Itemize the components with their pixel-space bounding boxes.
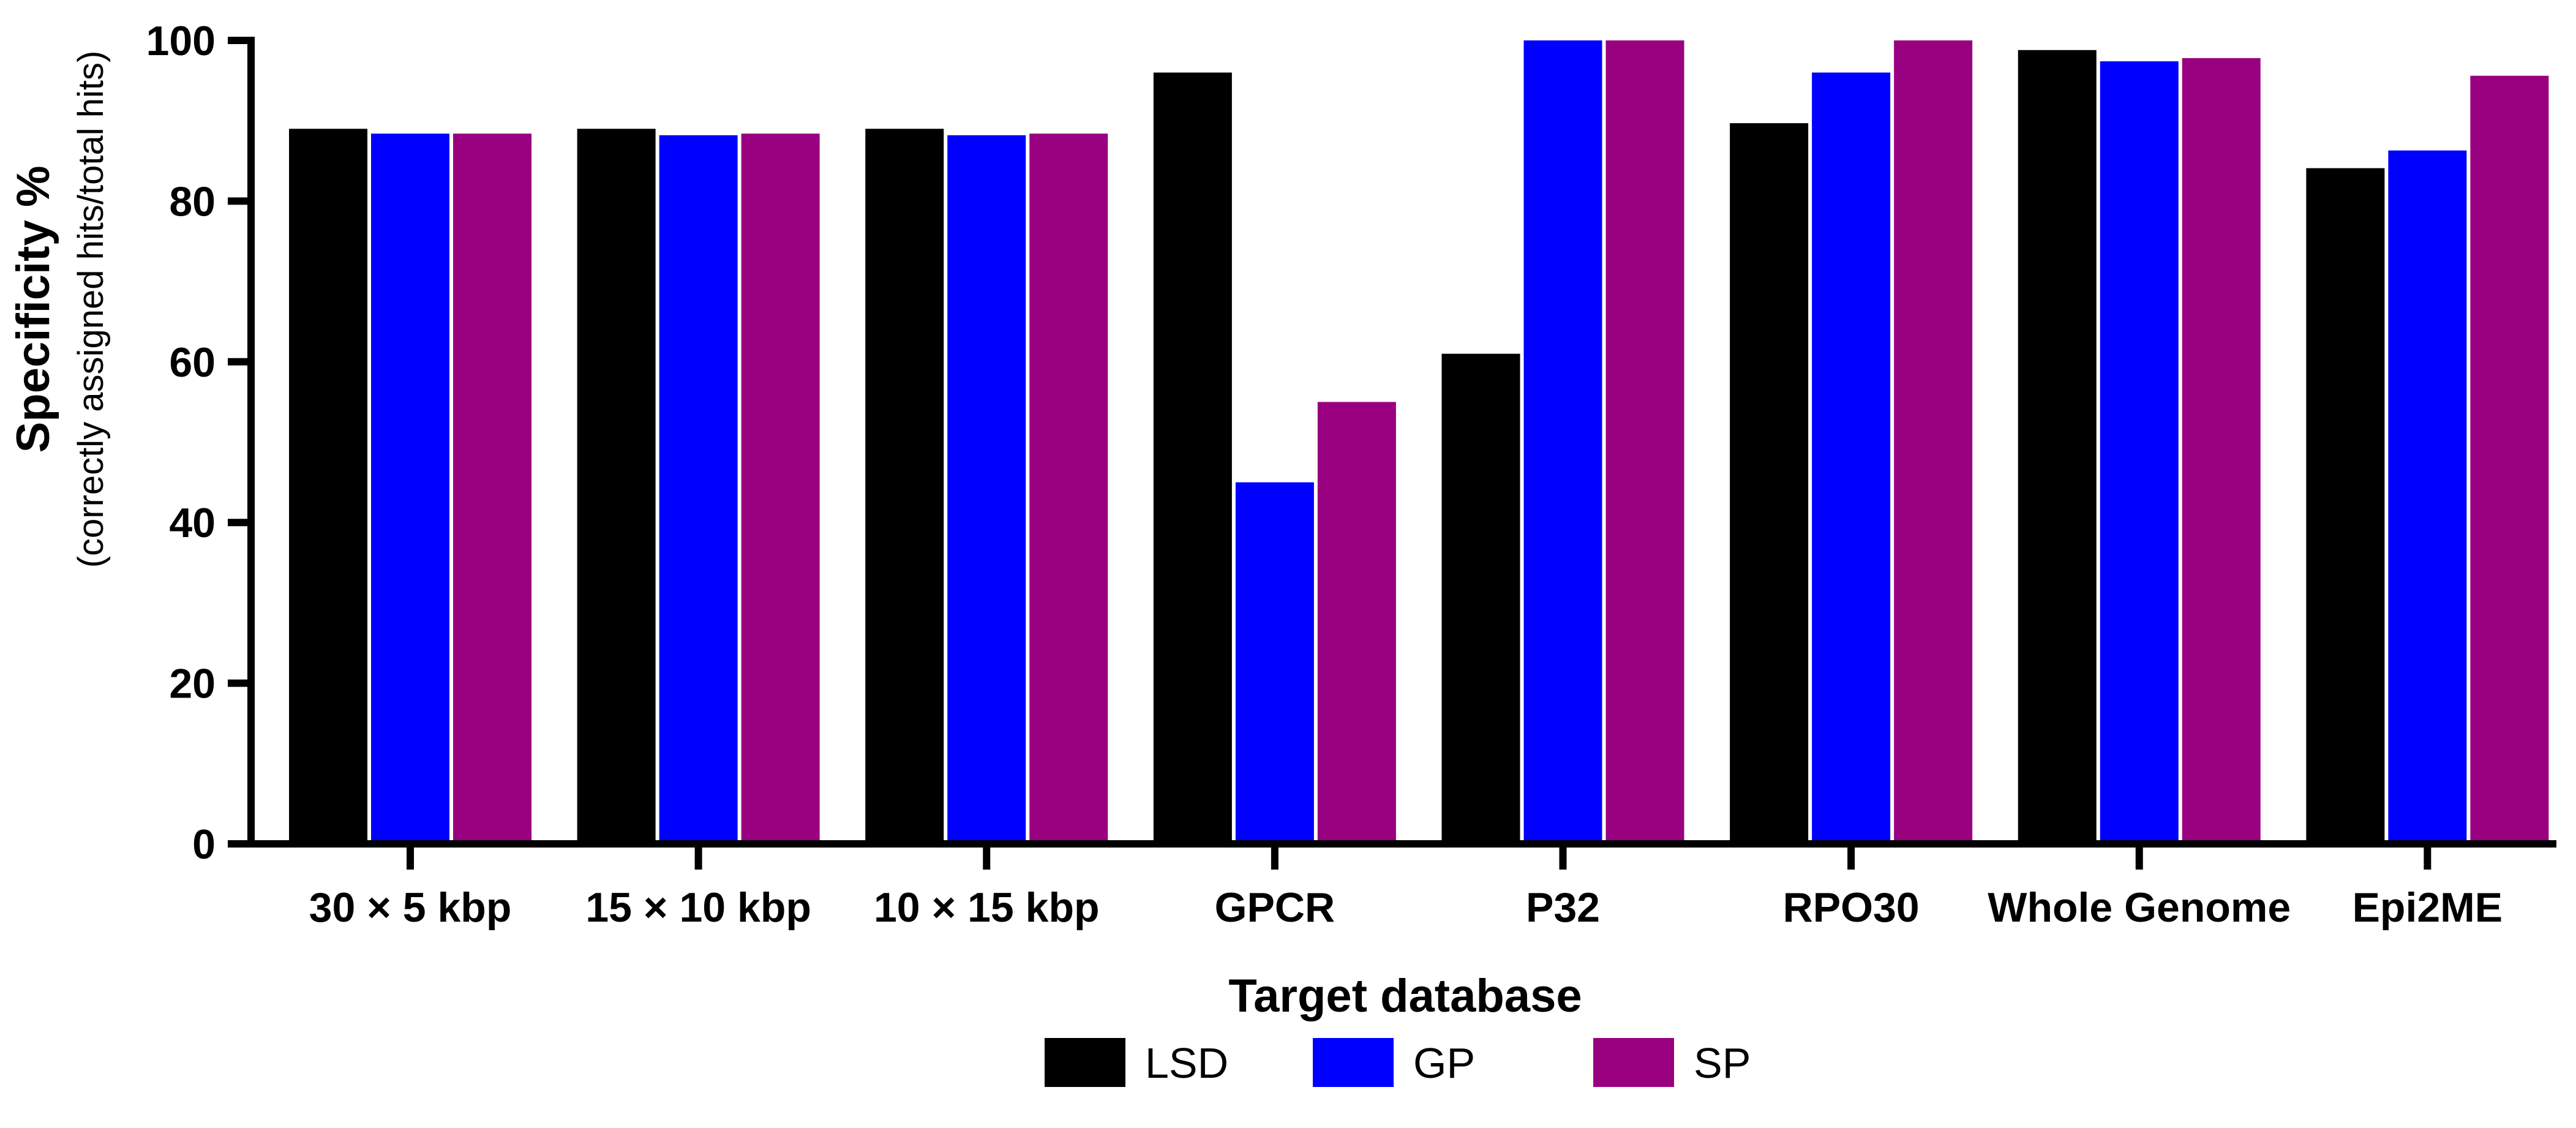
bar-lsd-7 <box>2306 168 2385 844</box>
bar-sp-4 <box>1605 40 1684 844</box>
bar-gp-6 <box>2100 61 2179 844</box>
bars-layer <box>289 40 2549 844</box>
bar-sp-5 <box>1894 40 1973 844</box>
y-axis-title: Specificity % (correctly assigned hits/t… <box>7 51 111 568</box>
y-tick-label: 40 <box>169 500 216 546</box>
x-tick-label: Epi2ME <box>2353 884 2503 931</box>
bar-gp-5 <box>1812 72 1891 844</box>
bar-sp-1 <box>741 133 820 844</box>
x-tick-label: GPCR <box>1215 884 1335 931</box>
bar-lsd-6 <box>2018 50 2097 844</box>
bar-sp-3 <box>1317 402 1396 844</box>
bar-sp-2 <box>1029 133 1108 844</box>
y-tick-label: 60 <box>169 339 216 386</box>
x-tick-label: 10 × 15 kbp <box>874 884 1100 931</box>
bar-gp-0 <box>371 133 449 844</box>
bar-sp-6 <box>2182 58 2261 844</box>
legend-swatch-lsd <box>1045 1038 1125 1087</box>
legend-label-lsd: LSD <box>1145 1039 1228 1087</box>
bar-gp-1 <box>659 135 738 844</box>
y-axis-label: Specificity % <box>7 166 59 453</box>
bar-lsd-0 <box>289 129 367 844</box>
legend-label-gp: GP <box>1413 1039 1475 1087</box>
bar-lsd-3 <box>1153 72 1232 844</box>
x-tick-label: Whole Genome <box>1988 884 2291 931</box>
y-tick-label: 20 <box>169 661 216 707</box>
bar-sp-0 <box>453 133 531 844</box>
bar-gp-2 <box>947 135 1026 844</box>
legend: LSD GP SP <box>1045 1038 1751 1087</box>
x-tick-label: 15 × 10 kbp <box>585 884 811 931</box>
axes-layer <box>247 37 2556 848</box>
y-tick-label: 100 <box>146 18 216 64</box>
x-tick-label: P32 <box>1526 884 1600 931</box>
bar-gp-4 <box>1523 40 1602 844</box>
bar-gp-3 <box>1235 482 1314 844</box>
legend-label-sp: SP <box>1694 1039 1751 1087</box>
legend-swatch-sp <box>1593 1038 1674 1087</box>
y-tick-label: 80 <box>169 178 216 225</box>
x-tick-label: RPO30 <box>1783 884 1920 931</box>
bar-sp-7 <box>2470 75 2549 844</box>
x-axis-label: Target database <box>1228 970 1582 1022</box>
bar-lsd-1 <box>577 129 656 844</box>
x-tick-label: 30 × 5 kbp <box>309 884 512 931</box>
bar-gp-7 <box>2388 150 2467 844</box>
ticks-layer: 30 × 5 kbp 15 × 10 kbp 10 × 15 kbp GPCR P32 R… <box>146 18 2503 931</box>
bar-lsd-2 <box>865 129 944 844</box>
bar-lsd-5 <box>1730 123 1809 844</box>
y-axis-sublabel: (correctly assigned hits/total hits) <box>71 51 111 568</box>
legend-swatch-gp <box>1313 1038 1394 1087</box>
y-tick-label: 0 <box>192 821 216 868</box>
bar-lsd-4 <box>1441 353 1520 844</box>
